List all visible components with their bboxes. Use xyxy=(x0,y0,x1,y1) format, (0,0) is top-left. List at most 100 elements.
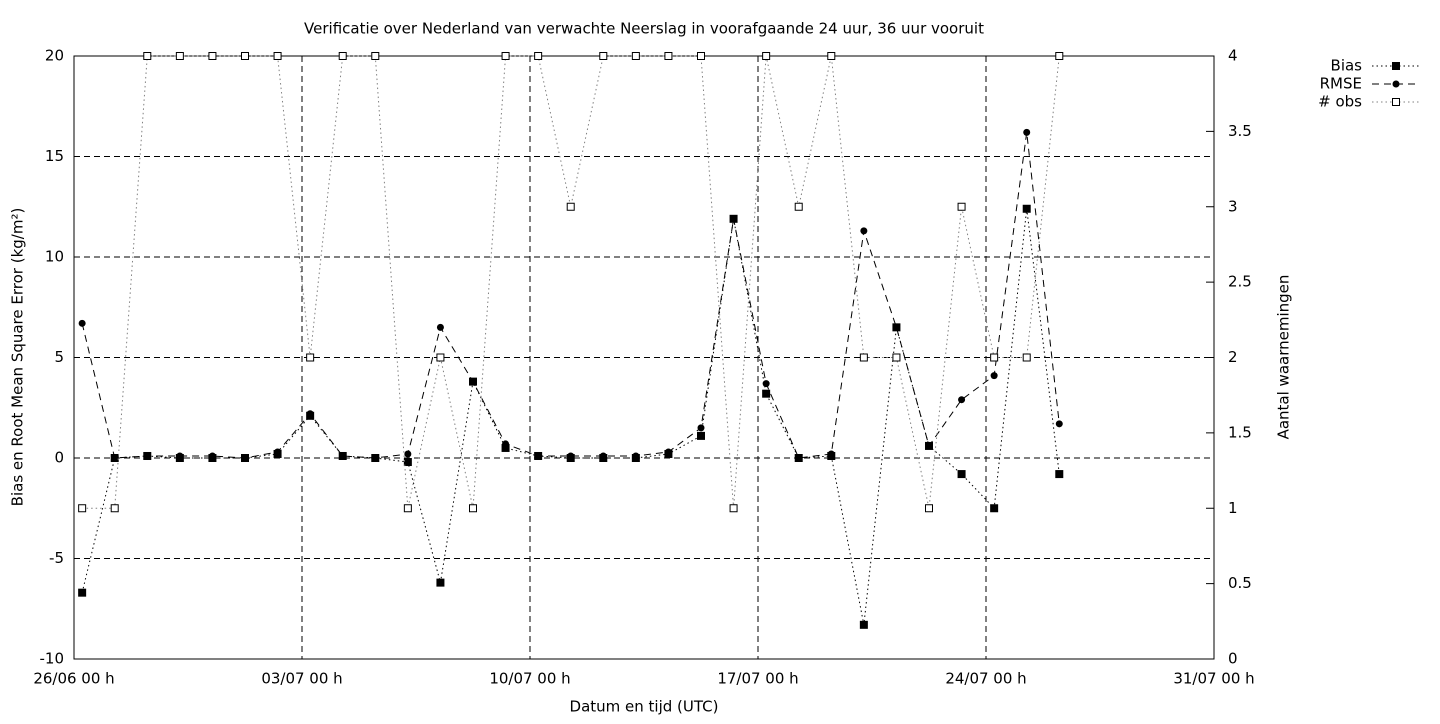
chart-title: Verificatie over Nederland van verwachte… xyxy=(304,20,984,38)
marker xyxy=(697,52,705,60)
marker xyxy=(990,504,999,513)
marker xyxy=(1055,470,1064,479)
marker xyxy=(534,52,543,60)
marker xyxy=(1022,353,1031,362)
legend-label: Bias xyxy=(1331,57,1363,75)
marker xyxy=(143,52,152,60)
marker xyxy=(339,452,347,460)
marker xyxy=(502,440,510,448)
x-tick-label: 31/07 00 h xyxy=(1173,670,1254,688)
marker xyxy=(631,52,640,60)
marker xyxy=(274,448,282,456)
marker xyxy=(241,52,249,60)
marker xyxy=(664,52,673,60)
x-tick-label: 03/07 00 h xyxy=(261,670,342,688)
marker xyxy=(1055,52,1064,60)
marker xyxy=(338,52,347,60)
marker xyxy=(403,504,412,513)
marker xyxy=(469,378,477,386)
marker xyxy=(990,353,999,362)
x-axis-label: Datum en tijd (UTC) xyxy=(570,698,719,716)
y2-tick-label: 0 xyxy=(1228,650,1238,668)
marker xyxy=(762,52,771,60)
y-tick-label: -5 xyxy=(49,549,64,567)
marker xyxy=(566,202,575,211)
marker xyxy=(664,448,672,456)
x-tick-label: 26/06 00 h xyxy=(33,670,114,688)
marker xyxy=(958,396,966,404)
y-tick-label: 20 xyxy=(45,47,64,65)
y-tick-label: 5 xyxy=(54,348,64,366)
marker xyxy=(78,588,87,597)
marker xyxy=(78,319,86,327)
marker xyxy=(925,504,933,513)
marker xyxy=(208,52,217,60)
marker xyxy=(208,452,216,460)
y2-tick-label: 3 xyxy=(1228,197,1238,215)
x-tick-label: 17/07 00 h xyxy=(717,670,798,688)
marker xyxy=(762,389,771,398)
marker xyxy=(534,452,542,460)
y2-tick-label: 0.5 xyxy=(1228,574,1252,592)
marker xyxy=(306,410,314,418)
marker xyxy=(859,620,868,629)
legend-marker xyxy=(1392,98,1400,106)
marker xyxy=(175,52,184,60)
marker xyxy=(990,372,998,380)
marker xyxy=(729,504,738,513)
y-tick-label: -10 xyxy=(40,650,65,668)
y-tick-label: 10 xyxy=(45,248,64,266)
marker xyxy=(730,215,738,223)
marker xyxy=(176,452,184,460)
marker xyxy=(697,424,705,432)
marker xyxy=(111,454,119,462)
y2-tick-label: 2.5 xyxy=(1228,273,1252,291)
y2-tick-label: 4 xyxy=(1228,47,1238,65)
marker xyxy=(892,353,901,362)
marker xyxy=(1023,128,1031,136)
marker xyxy=(957,202,966,211)
marker xyxy=(306,353,315,362)
y2-tick-label: 1 xyxy=(1228,499,1238,517)
marker xyxy=(632,452,640,460)
x-tick-label: 10/07 00 h xyxy=(489,670,570,688)
marker xyxy=(403,458,412,467)
legend-label: RMSE xyxy=(1320,75,1362,93)
marker xyxy=(143,452,151,460)
marker xyxy=(469,504,477,513)
marker xyxy=(273,52,282,60)
y-tick-label: 15 xyxy=(45,147,64,165)
y2-tick-label: 3.5 xyxy=(1228,122,1252,140)
marker xyxy=(110,504,119,513)
marker xyxy=(436,578,445,587)
marker xyxy=(241,454,249,462)
marker xyxy=(371,52,380,60)
x-tick-label: 24/07 00 h xyxy=(945,670,1026,688)
legend-marker xyxy=(1392,62,1400,70)
marker xyxy=(925,442,933,450)
marker xyxy=(827,450,835,458)
legend-marker xyxy=(1392,80,1400,88)
marker xyxy=(78,504,87,513)
marker xyxy=(371,454,379,462)
marker xyxy=(599,52,608,60)
marker xyxy=(599,452,607,460)
y2-tick-label: 2 xyxy=(1228,348,1238,366)
marker xyxy=(404,450,412,458)
marker xyxy=(892,323,900,331)
marker xyxy=(501,52,510,60)
marker xyxy=(436,353,445,362)
y-axis-label: Bias en Root Mean Square Error (kg/m²) xyxy=(9,208,27,507)
y2-axis-label: Aantal waarnemingen xyxy=(1275,275,1293,440)
marker xyxy=(567,452,575,460)
marker xyxy=(762,380,770,388)
y2-tick-label: 1.5 xyxy=(1228,423,1252,441)
plot-border xyxy=(73,55,1215,660)
marker xyxy=(957,470,966,479)
marker xyxy=(859,353,868,362)
marker xyxy=(795,454,803,462)
marker xyxy=(697,431,705,440)
marker xyxy=(1055,420,1063,428)
marker xyxy=(860,227,868,235)
